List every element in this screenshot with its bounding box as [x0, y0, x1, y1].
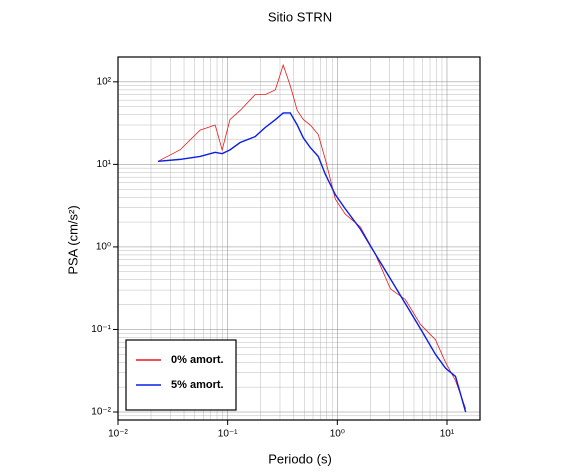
legend-box	[125, 339, 237, 411]
y-tick-label: 10⁻²	[91, 407, 111, 418]
series-line	[157, 63, 467, 409]
series-line	[158, 112, 467, 413]
y-tick-label: 10¹	[97, 159, 112, 170]
legend-label: 5% amort.	[171, 379, 224, 391]
x-tick-label: 10⁻²	[108, 429, 128, 440]
x-tick-label: 10⁻¹	[218, 429, 238, 440]
x-axis-label: Periodo (s)	[268, 451, 332, 466]
y-axis-label: PSA (cm/s²)	[65, 205, 80, 274]
chart-title: Sitio STRN	[268, 9, 332, 24]
x-tick-label: 10¹	[440, 429, 455, 440]
y-tick-label: 10²	[97, 76, 112, 87]
y-tick-label: 10⁻¹	[91, 324, 111, 335]
x-tick-label: 10⁰	[330, 429, 345, 440]
legend-label: 0% amort.	[171, 354, 224, 366]
plot-frame	[117, 56, 481, 421]
y-tick-label: 10⁰	[96, 242, 111, 253]
